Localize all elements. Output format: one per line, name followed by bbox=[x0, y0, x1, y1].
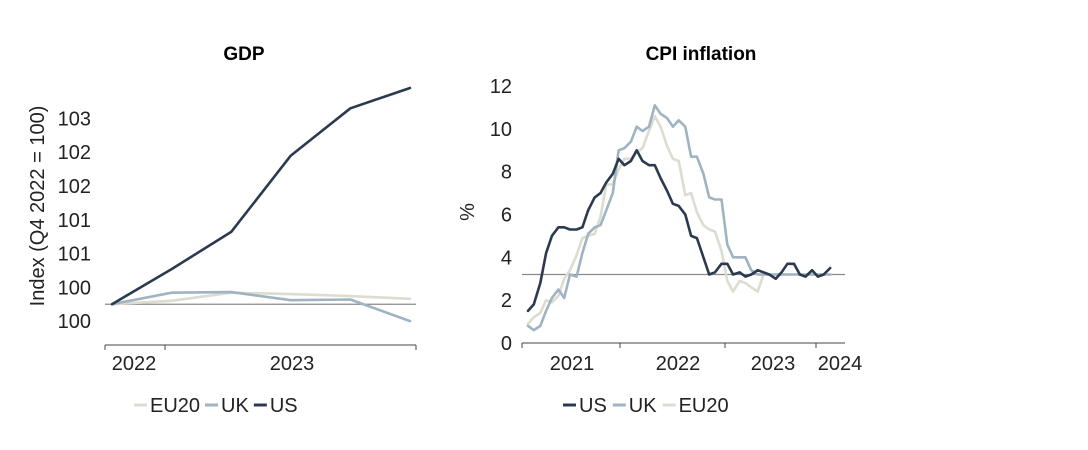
gdp-legend-label-uk: UK bbox=[221, 395, 249, 417]
gdp-series-line-uk bbox=[110, 290, 412, 323]
gdp-series-line-eu20 bbox=[110, 291, 412, 306]
gdp-legend: EU20 UK US bbox=[134, 395, 298, 417]
cpi-y-tick-label: 8 bbox=[501, 162, 512, 184]
gdp-x-ticks: 2022 2023 bbox=[112, 353, 315, 375]
gdp-y-tick-label: 100 bbox=[58, 311, 91, 333]
gdp-x-tick-label: 2023 bbox=[270, 353, 315, 375]
gdp-title: GDP bbox=[223, 44, 265, 65]
gdp-y-tick-label: 101 bbox=[58, 210, 91, 232]
cpi-x-ticks: 2021 2022 2023 2024 bbox=[521, 343, 863, 375]
gdp-y-tick-label: 100 bbox=[58, 277, 91, 299]
cpi-series-line-us bbox=[526, 149, 832, 313]
cpi-x-tick-label: 2021 bbox=[550, 353, 595, 375]
gdp-y-tick-label: 102 bbox=[58, 176, 91, 198]
gdp-series bbox=[110, 86, 412, 323]
cpi-y-tick-label: 12 bbox=[490, 76, 512, 98]
cpi-y-tick-label: 0 bbox=[501, 333, 512, 355]
cpi-x-tick-label: 2023 bbox=[751, 353, 796, 375]
gdp-y-tick-label: 103 bbox=[58, 108, 91, 130]
cpi-legend-label-us: US bbox=[579, 395, 607, 417]
cpi-x-tick-label: 2022 bbox=[656, 353, 701, 375]
gdp-series-line-us bbox=[110, 86, 412, 306]
cpi-y-ticks: 0 2 4 6 8 10 12 bbox=[490, 76, 512, 355]
gdp-legend-label-eu20: EU20 bbox=[150, 395, 200, 417]
cpi-series-line-uk bbox=[526, 104, 832, 332]
cpi-series-line-eu20 bbox=[526, 114, 832, 326]
cpi-y-axis-label: % bbox=[457, 203, 479, 221]
cpi-y-tick-label: 2 bbox=[501, 290, 512, 312]
cpi-legend-label-uk: UK bbox=[629, 395, 657, 417]
cpi-title: CPI inflation bbox=[646, 44, 757, 65]
cpi-y-tick-label: 4 bbox=[501, 247, 512, 269]
gdp-x-tick-label: 2022 bbox=[112, 353, 157, 375]
cpi-y-tick-label: 10 bbox=[490, 119, 512, 141]
cpi-x-tick-label: 2024 bbox=[818, 353, 863, 375]
cpi-legend: US UK EU20 bbox=[563, 395, 729, 417]
cpi-y-tick-label: 6 bbox=[501, 205, 512, 227]
cpi-legend-label-eu20: EU20 bbox=[679, 395, 729, 417]
gdp-y-tick-label: 102 bbox=[58, 142, 91, 164]
gdp-y-axis-label: Index (Q4 2022 = 100) bbox=[27, 106, 49, 307]
gdp-legend-label-us: US bbox=[270, 395, 298, 417]
gdp-y-ticks: 100 100 101 101 102 102 103 bbox=[58, 108, 91, 333]
gdp-y-tick-label: 101 bbox=[58, 244, 91, 266]
cpi-series bbox=[526, 104, 832, 332]
gdp-chart: GDP Index (Q4 2022 = 100) 10010010110110… bbox=[27, 44, 417, 417]
